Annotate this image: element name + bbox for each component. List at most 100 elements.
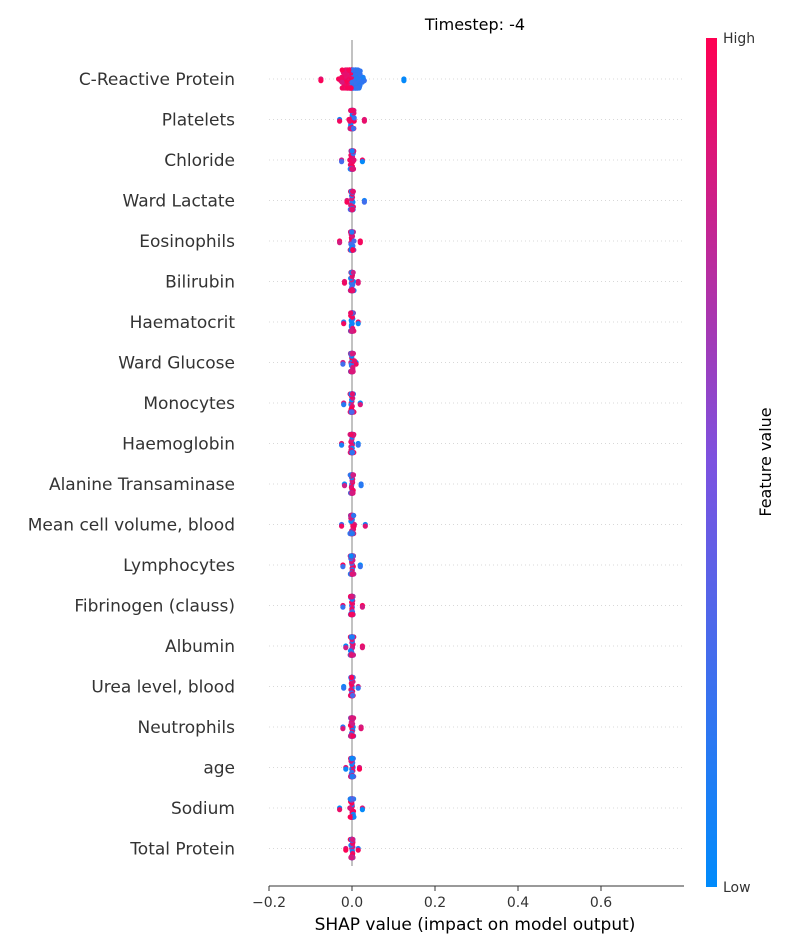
- shap-point: [341, 321, 347, 327]
- shap-point: [350, 67, 356, 73]
- shap-point: [349, 571, 355, 577]
- feature-label: age: [203, 759, 235, 779]
- shap-point: [347, 814, 353, 820]
- shap-point: [347, 118, 353, 124]
- shap-point: [357, 402, 363, 408]
- shap-point: [339, 79, 345, 85]
- shap-point: [348, 368, 354, 375]
- shap-point: [343, 766, 349, 772]
- shap-point: [343, 645, 349, 651]
- shap-point: [349, 148, 355, 154]
- shap-point: [351, 157, 357, 163]
- shap-point: [348, 310, 354, 316]
- x-tick-label: 0.2: [424, 895, 446, 911]
- shap-point: [350, 287, 356, 294]
- shap-point: [351, 814, 357, 820]
- shap-point: [348, 107, 354, 114]
- feature-label: Neutrophils: [137, 718, 235, 738]
- feature-label: Sodium: [171, 799, 235, 819]
- shap-point: [355, 321, 361, 327]
- shap-point: [351, 512, 357, 519]
- shap-point: [359, 645, 365, 651]
- shap-point: [349, 836, 356, 843]
- shap-point: [349, 449, 356, 456]
- feature-label: Haematocrit: [130, 313, 236, 333]
- shap-point: [350, 247, 356, 253]
- chart-title: Timestep: -4: [424, 15, 525, 34]
- shap-point: [350, 188, 356, 195]
- shap-point: [358, 726, 364, 732]
- shap-point: [341, 483, 348, 489]
- shap-point: [357, 240, 363, 246]
- shap-point: [344, 85, 350, 91]
- shap-point: [348, 328, 355, 334]
- shap-point: [359, 79, 365, 85]
- shap-point: [349, 530, 355, 537]
- shap-point: [318, 78, 324, 84]
- x-tick-label: 0.6: [590, 895, 612, 911]
- shap-point: [349, 409, 355, 415]
- shap-point: [348, 85, 354, 91]
- shap-point: [360, 74, 366, 80]
- shap-point: [348, 634, 354, 640]
- shap-point: [358, 483, 364, 489]
- shap-point: [337, 118, 343, 124]
- x-tick-label: 0.4: [507, 895, 529, 911]
- shap-point: [401, 78, 407, 84]
- feature-label: Eosinophils: [139, 232, 235, 252]
- shap-point: [349, 350, 355, 357]
- feature-label: Ward Lactate: [123, 192, 235, 212]
- shap-point: [361, 118, 367, 124]
- shap-point: [350, 206, 356, 213]
- feature-label: Haemoglobin: [122, 435, 235, 455]
- shap-point: [349, 229, 355, 235]
- shap-point: [347, 805, 353, 811]
- shap-point: [339, 523, 345, 529]
- shap-point: [349, 391, 356, 397]
- colorbar-low-label: Low: [723, 880, 751, 896]
- colorbar: [706, 38, 717, 887]
- shap-point: [353, 85, 359, 91]
- shap-point: [349, 773, 355, 780]
- feature-label: Chloride: [164, 151, 235, 171]
- feature-label: Fibrinogen (clauss): [74, 597, 235, 617]
- shap-point: [339, 74, 345, 80]
- shap-point: [339, 67, 345, 73]
- shap-point: [340, 564, 346, 570]
- shap-point: [350, 611, 356, 618]
- x-axis-label: SHAP value (impact on model output): [315, 915, 636, 935]
- shap-point: [349, 715, 355, 721]
- shap-point: [351, 115, 357, 121]
- shap-points: [318, 67, 407, 861]
- shap-point: [339, 159, 345, 165]
- shap-point: [337, 240, 343, 246]
- colorbar-title: Feature value: [756, 407, 775, 516]
- feature-label: Alanine Transaminase: [49, 475, 235, 495]
- shap-point: [340, 361, 346, 367]
- x-tick-label: −0.2: [252, 895, 286, 911]
- feature-label: Ward Glucose: [118, 354, 235, 374]
- feature-label: Urea level, blood: [91, 678, 235, 698]
- shap-point: [339, 442, 345, 448]
- shap-point: [339, 85, 345, 91]
- shap-point: [340, 726, 346, 732]
- feature-label: Total Protein: [129, 840, 235, 860]
- shap-point: [357, 564, 363, 570]
- shap-point: [351, 358, 358, 364]
- feature-label: Platelets: [162, 111, 235, 131]
- shap-point: [350, 125, 357, 132]
- feature-label: Albumin: [165, 637, 235, 657]
- shap-point: [337, 807, 343, 813]
- shap-point: [349, 674, 355, 681]
- colorbar-high-label: High: [723, 31, 755, 47]
- shap-point: [350, 472, 356, 478]
- shap-point: [349, 755, 355, 762]
- shap-point: [344, 199, 350, 205]
- shap-point: [355, 685, 361, 691]
- shap-point: [348, 652, 354, 658]
- shap-point: [347, 157, 353, 163]
- shap-point: [359, 604, 365, 610]
- shap-point: [355, 280, 361, 286]
- shap-point: [349, 490, 355, 496]
